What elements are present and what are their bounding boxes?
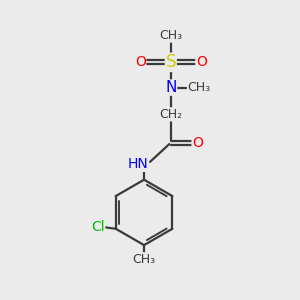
Text: Cl: Cl [91, 220, 105, 234]
Text: CH₃: CH₃ [188, 81, 211, 94]
Text: CH₂: CH₂ [159, 108, 182, 121]
Text: HN: HN [127, 157, 148, 171]
Text: O: O [192, 136, 203, 150]
Text: CH₃: CH₃ [133, 253, 156, 266]
Text: S: S [166, 53, 176, 71]
Text: CH₃: CH₃ [159, 29, 182, 42]
Text: O: O [196, 55, 207, 69]
Text: O: O [135, 55, 146, 69]
Text: N: N [165, 80, 176, 95]
